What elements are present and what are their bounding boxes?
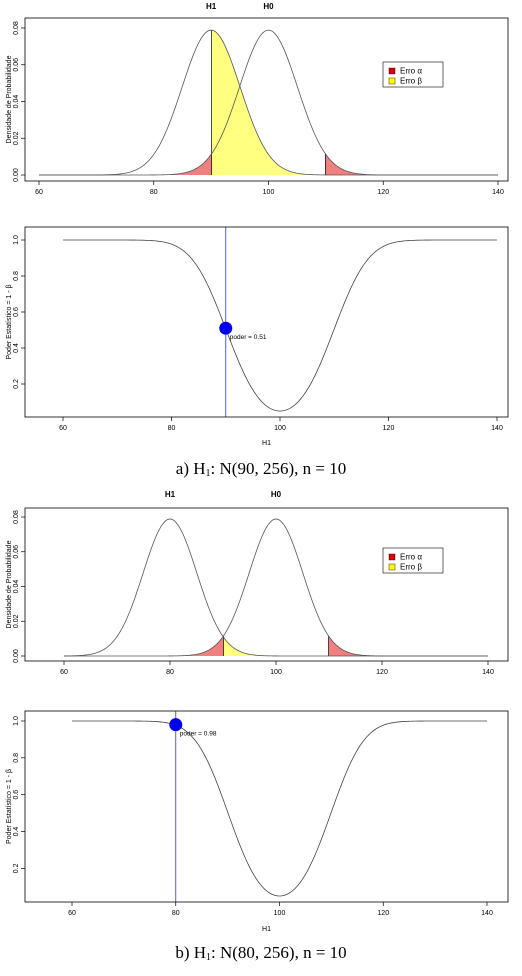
caption-b-dist: : N(80, 256), n = 10 <box>211 943 347 962</box>
alpha-error-area-left <box>117 635 224 656</box>
x-tick-label: 120 <box>383 425 395 432</box>
x-axis-label: H1 <box>262 440 271 447</box>
y-tick-label: 0.00 <box>13 649 20 663</box>
y-tick-label: 0.2 <box>13 379 20 389</box>
x-tick-label: 120 <box>377 189 389 196</box>
y-tick-label: 0.04 <box>13 580 20 594</box>
top-label-h1: H1 <box>165 490 176 499</box>
x-tick-label: 100 <box>274 425 286 432</box>
y-tick-label: 1.0 <box>13 235 20 245</box>
beta-error-area <box>211 30 326 175</box>
x-tick-label: 100 <box>274 910 286 917</box>
power-chart-a: poder = 0.51 60 80 100 120 140 0.2 0.4 0.6 0.8 1.0… <box>6 226 509 447</box>
x-tick-label: 60 <box>59 425 67 432</box>
plot-frame <box>24 507 509 662</box>
y-tick-label: 0.8 <box>13 753 20 763</box>
legend-label: Erro α <box>400 553 422 562</box>
legend-label: Erro β <box>400 563 422 572</box>
y-tick-label: 0.08 <box>13 21 20 35</box>
h1-density-curve <box>63 518 488 657</box>
x-tick-label: 140 <box>492 189 504 196</box>
alpha-error-area-right <box>325 153 441 175</box>
x-tick-label: 60 <box>68 910 76 917</box>
y-tick-label: 0.6 <box>13 307 20 317</box>
alpha-error-area-left <box>96 153 212 175</box>
plot-frame <box>24 226 509 418</box>
caption-a-hyp: H <box>193 459 206 478</box>
legend-swatch <box>388 77 396 85</box>
plot-frame <box>24 710 509 903</box>
legend-label: Erro β <box>400 77 422 86</box>
y-tick-label: 0.04 <box>13 95 20 109</box>
x-tick-label: 80 <box>168 425 176 432</box>
legend-label: Erro α <box>400 67 422 76</box>
caption-a-sub: 1 <box>205 468 211 479</box>
y-tick-label: 0.06 <box>13 545 20 559</box>
x-tick-label: 60 <box>60 669 68 676</box>
y-tick-label: 0.08 <box>13 510 20 524</box>
x-tick-label: 80 <box>166 669 174 676</box>
x-tick-label: 140 <box>482 669 494 676</box>
caption-a-dist: : N(90, 256), n = 10 <box>210 459 347 478</box>
y-tick-label: 0.02 <box>13 131 20 145</box>
caption-a-letter: a) <box>175 459 189 478</box>
power-curve <box>63 239 497 412</box>
legend-swatch <box>388 563 396 571</box>
y-tick-label: 0.2 <box>13 863 20 873</box>
legend-box <box>382 61 444 88</box>
h1-density-curve <box>39 29 498 176</box>
legend-swatch <box>388 553 396 561</box>
power-chart-b: poder = 0.98 60 80 100 120 140 0.2 0.4 0.6 0.8 1.0… <box>6 710 509 933</box>
top-label-h0: H0 <box>263 2 274 11</box>
x-tick-label: 140 <box>491 425 503 432</box>
x-tick-label: 60 <box>35 189 43 196</box>
x-tick-label: 80 <box>150 189 158 196</box>
beta-error-area <box>223 637 329 656</box>
caption-b-hyp: H <box>193 943 207 962</box>
y-tick-label: 1.0 <box>13 716 20 726</box>
caption-b: b) H1: N(80, 256), n = 10 <box>0 943 522 963</box>
caption-b-letter: b) <box>175 943 190 962</box>
x-tick-label: 80 <box>172 910 180 917</box>
y-axis-label: Densidade de Probabilidade <box>6 55 13 143</box>
y-axis-label: Poder Estatístico = 1 - β <box>6 284 13 359</box>
power-point <box>219 321 233 335</box>
y-axis-label: Densidade de Probabilidade <box>6 540 13 628</box>
top-label-h1: H1 <box>206 2 217 11</box>
y-tick-label: 0.00 <box>13 168 20 182</box>
x-tick-label: 140 <box>481 910 493 917</box>
power-curve <box>72 720 487 897</box>
x-tick-label: 120 <box>376 669 388 676</box>
h0-density-curve <box>39 29 498 176</box>
top-label-h0: H0 <box>271 490 282 499</box>
h0-density-curve <box>64 518 488 657</box>
power-annotation: poder = 0.51 <box>230 334 267 341</box>
y-tick-label: 0.6 <box>13 790 20 800</box>
y-axis-label: Poder Estatístico = 1 - β <box>6 769 13 844</box>
alpha-error-area-right <box>328 635 435 656</box>
y-tick-label: 0.02 <box>13 614 20 628</box>
caption-a: a) H1: N(90, 256), n = 10 <box>0 459 522 479</box>
power-point <box>169 718 183 732</box>
y-tick-label: 0.06 <box>13 58 20 72</box>
y-tick-label: 0.4 <box>13 827 20 837</box>
power-annotation: poder = 0.98 <box>180 731 217 738</box>
x-tick-label: 120 <box>377 910 389 917</box>
y-tick-label: 0.8 <box>13 271 20 281</box>
legend-swatch <box>388 67 396 75</box>
x-tick-label: 100 <box>263 189 275 196</box>
x-tick-label: 100 <box>270 669 282 676</box>
plot-frame <box>24 17 509 182</box>
y-tick-label: 0.4 <box>13 343 20 353</box>
caption-b-sub: 1 <box>206 952 212 963</box>
x-axis-label: H1 <box>262 926 271 933</box>
